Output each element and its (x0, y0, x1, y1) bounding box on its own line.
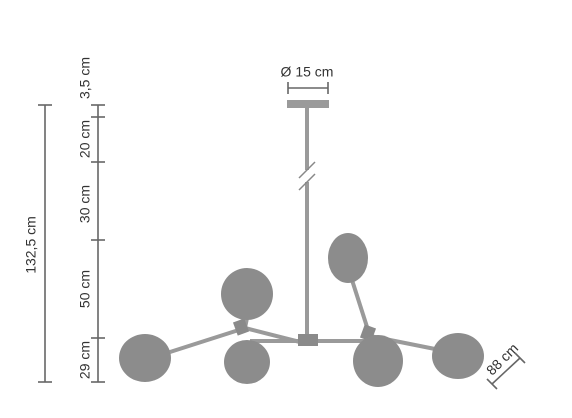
width-dimension: 88 cm (483, 340, 526, 390)
segment-dimension: 3,5 cm 20 cm 30 cm 50 cm 29 cm (77, 57, 105, 383)
total-height-label: 132,5 cm (23, 216, 39, 274)
total-height-dimension: 132,5 cm (23, 104, 52, 383)
segment-label: 50 cm (77, 270, 93, 308)
segment-label: 29 cm (77, 341, 93, 379)
canopy-label: Ø 15 cm (281, 64, 334, 80)
lamp (119, 100, 484, 387)
segment-label: 30 cm (77, 185, 93, 223)
segment-label: 20 cm (77, 120, 93, 158)
canopy-dimension: Ø 15 cm (281, 64, 334, 94)
width-label: 88 cm (483, 340, 521, 378)
segment-label: 3,5 cm (77, 57, 93, 99)
